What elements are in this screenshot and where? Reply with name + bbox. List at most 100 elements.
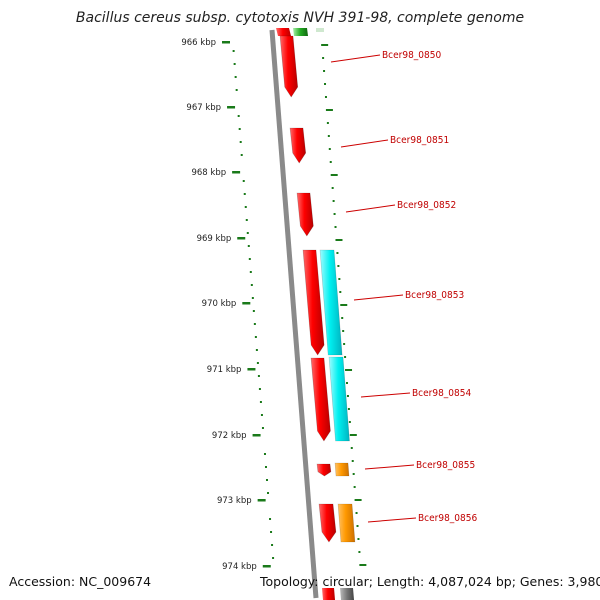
scale-dot [270, 531, 273, 533]
scale-dot [345, 369, 353, 371]
scale-dot [259, 401, 262, 403]
scale-dot [358, 551, 361, 553]
scale-dot [249, 271, 252, 273]
top-partial-feature-green [293, 28, 308, 36]
scale-dot [251, 297, 254, 299]
scale-dot [272, 557, 275, 559]
scale-dot [341, 317, 344, 319]
scale-dot [338, 278, 341, 280]
genome-title: Bacillus cereus subsp. cytotoxis NVH 391… [76, 10, 524, 26]
scale-dot [353, 486, 356, 488]
bottom-partial-feature-red [322, 588, 335, 600]
scale-dot [323, 70, 326, 72]
scale-dot [324, 83, 327, 85]
scale-dot [356, 525, 359, 527]
gene-leader-line [345, 204, 396, 213]
gene-label[interactable]: Bcer98_0854 [412, 388, 471, 399]
scale-dot [248, 258, 251, 260]
scale-dot [267, 492, 270, 494]
kbp-tick-label: 966 kbp [181, 38, 216, 48]
scale-dot [265, 479, 268, 481]
scale-dot [359, 564, 367, 566]
scale-dot [252, 310, 255, 312]
scale-dot [242, 180, 245, 182]
top-partial-feature-red [276, 28, 291, 36]
scale-dot [245, 219, 248, 221]
scale-dot [331, 187, 334, 189]
gene-leader-line [353, 294, 404, 301]
gene-label[interactable]: Bcer98_0851 [390, 135, 449, 146]
kbp-tick [252, 434, 261, 437]
gene-features [279, 35, 356, 543]
kbp-tick [232, 171, 241, 174]
kbp-tick [222, 41, 230, 44]
gene-arrow-bcer98-0853 [302, 249, 325, 356]
scale-dot [328, 148, 331, 150]
scale-dot [254, 336, 257, 338]
scale-dot [326, 122, 329, 124]
kbp-tick [237, 237, 246, 240]
scale-dot [269, 518, 272, 520]
scale-dot [327, 135, 330, 137]
scale-dot [345, 382, 348, 384]
kbp-tick-label: 967 kbp [186, 103, 221, 113]
scale-dot [244, 206, 247, 208]
gene-label[interactable]: Bcer98_0855 [416, 460, 475, 471]
scale-dot [343, 343, 346, 345]
kbp-tick [242, 302, 251, 305]
kbp-tick [247, 368, 256, 371]
gene-arrow-bcer98-0856 [318, 503, 337, 543]
gene-label[interactable]: Bcer98_0850 [382, 50, 441, 61]
scale-dot [250, 284, 253, 286]
top-partial-feature-faint [316, 28, 324, 32]
scale-dot [243, 193, 246, 195]
feature-orange-0855 [334, 462, 350, 477]
gene-arrow-bcer98-0850 [279, 35, 299, 98]
gene-leader-line [364, 464, 415, 470]
scale-dot [255, 349, 258, 351]
scale-dot [322, 57, 325, 59]
kbp-tick-label: 968 kbp [191, 168, 226, 178]
kbp-tick-label: 973 kbp [217, 496, 252, 506]
scale-dot [271, 544, 274, 546]
gene-arrow-bcer98-0851 [289, 127, 307, 164]
scale-dot [253, 323, 256, 325]
kbp-tick [257, 499, 266, 502]
scale-dot [344, 356, 347, 358]
scale-dot [352, 473, 355, 475]
kbp-scale [222, 41, 367, 568]
gene-leader-line [340, 139, 389, 148]
scale-dot [355, 512, 358, 514]
gene-leader-line [330, 54, 381, 63]
kbp-tick-label: 969 kbp [197, 234, 232, 244]
kbp-tick [227, 106, 236, 109]
scale-dot [238, 128, 241, 130]
scale-dot [261, 427, 264, 429]
scale-dot [263, 453, 266, 455]
gene-label[interactable]: Bcer98_0852 [397, 200, 456, 211]
scale-dot [256, 362, 259, 364]
scale-dot [347, 408, 350, 410]
feature-orange-0856 [337, 503, 356, 543]
scale-dot [258, 388, 261, 390]
scale-dot [247, 245, 250, 247]
scale-dot [240, 154, 243, 156]
gene-label[interactable]: Bcer98_0853 [405, 290, 464, 301]
scale-dot [246, 232, 249, 234]
scale-dot [324, 96, 327, 98]
scale-dot [260, 414, 263, 416]
scale-dot [350, 447, 353, 449]
scale-dot [257, 375, 260, 377]
kbp-tick-label: 970 kbp [202, 299, 237, 309]
scale-dot [325, 109, 333, 111]
scale-dot [237, 115, 240, 117]
scale-dot [351, 460, 354, 462]
scale-dot [342, 330, 345, 332]
scale-dot [335, 239, 343, 241]
gene-leader-line [367, 517, 417, 523]
gene-labels: Bcer98_0850 Bcer98_0851 Bcer98_0852 Bcer98_… [330, 50, 477, 524]
scale-dot [329, 161, 332, 163]
gene-label[interactable]: Bcer98_0856 [418, 513, 477, 524]
scale-dot [232, 50, 235, 52]
